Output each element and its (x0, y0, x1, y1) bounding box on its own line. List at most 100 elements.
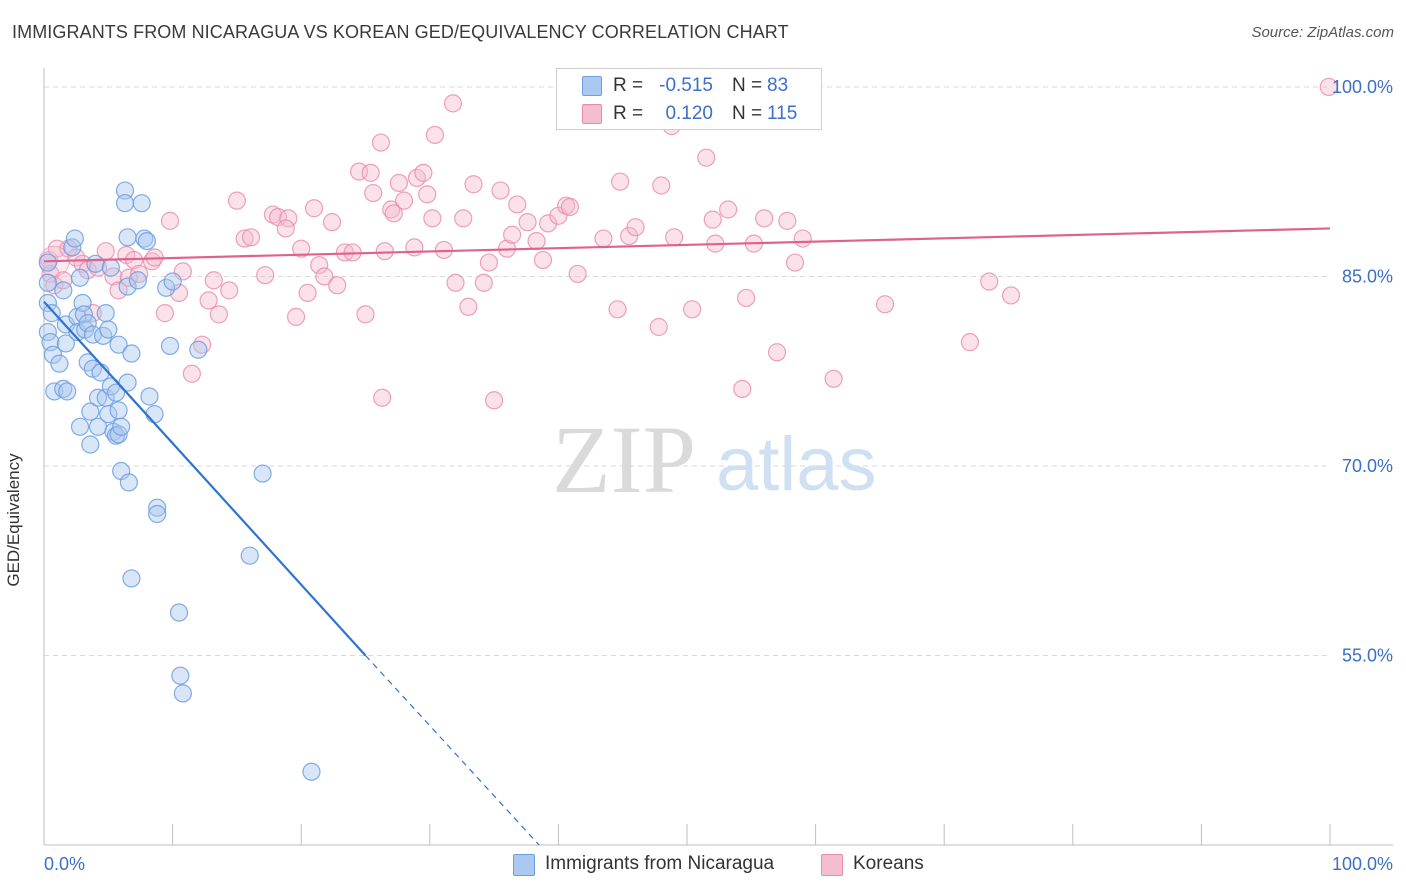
series-legend: Immigrants from Nicaragua Koreans (0, 852, 1406, 878)
koreans-point (454, 209, 473, 228)
koreans-point (322, 213, 342, 232)
koreans-point (697, 148, 716, 167)
legend-swatch-pink (582, 104, 602, 124)
koreans-point (155, 304, 174, 323)
koreans-point (209, 305, 228, 324)
legend-r-label: R = (613, 75, 644, 96)
koreans-point (286, 307, 306, 326)
koreans-point (235, 229, 254, 248)
koreans-point (980, 272, 999, 291)
y-tick-labels: 55.0% 70.0% 85.0% 100.0% (1332, 77, 1393, 666)
koreans-point (423, 209, 442, 228)
nicaragua-point (171, 666, 190, 685)
nicaragua-point (302, 762, 321, 781)
koreans-point (315, 267, 334, 286)
koreans-point (626, 218, 645, 237)
koreans-point (611, 172, 630, 191)
koreans-point (328, 276, 347, 295)
nicaragua-point (140, 387, 159, 406)
koreans-point (683, 300, 702, 319)
koreans-point (539, 214, 558, 233)
nicaragua-point (38, 253, 57, 272)
koreans-point (474, 273, 493, 292)
x-ticks (43, 824, 1331, 845)
nicaragua-point (118, 228, 137, 247)
legend-r-label: R = (613, 103, 644, 124)
legend-swatch-blue (513, 854, 535, 876)
nicaragua-point (118, 373, 137, 392)
koreans-point (204, 271, 223, 290)
legend-label-koreans: Koreans (853, 853, 924, 874)
nicaragua-point (128, 271, 147, 290)
nicaragua-point (132, 194, 151, 213)
koreans-point (594, 229, 613, 248)
koreans-point (405, 238, 424, 257)
nicaragua-point (58, 382, 77, 401)
nicaragua-point (106, 383, 126, 402)
koreans-point (1001, 286, 1021, 305)
legend-swatch-pink (821, 854, 843, 876)
nicaragua-trend-extension (365, 655, 540, 846)
koreans-point (459, 297, 478, 316)
koreans-point (665, 228, 684, 247)
watermark: ZIP atlas (552, 406, 877, 513)
y-tick-label: 55.0% (1342, 645, 1393, 665)
y-tick-label: 100.0% (1332, 77, 1393, 97)
gridlines (44, 86, 1330, 656)
koreans-point (491, 181, 510, 200)
legend-row-nicaragua: R = -0.515 N = 83 (557, 73, 821, 99)
stats-legend: R = -0.515 N = 83 R = 0.120 N = 115 (556, 68, 822, 130)
nicaragua-point (148, 498, 167, 517)
nicaragua-point (54, 281, 73, 300)
nicaragua-point (99, 405, 118, 424)
koreans-point (649, 317, 668, 337)
koreans-point (292, 239, 311, 258)
legend-n-value: 83 (767, 75, 789, 96)
koreans-point (394, 191, 414, 210)
nicaragua-trend-line (43, 300, 367, 657)
nicaragua-point (78, 314, 97, 333)
koreans-point (160, 211, 180, 230)
legend-row-koreans: R = 0.120 N = 115 (557, 101, 821, 127)
legend-r-value: 0.120 (665, 103, 713, 124)
koreans-point (356, 305, 375, 324)
koreans-point (755, 209, 774, 228)
watermark-atlas: atlas (716, 422, 877, 507)
koreans-point (276, 219, 295, 238)
nicaragua-point (169, 603, 189, 622)
koreans-point (182, 364, 201, 383)
nicaragua-point (119, 473, 138, 492)
koreans-point (824, 369, 843, 388)
koreans-point (503, 225, 522, 244)
nicaragua-point (122, 569, 141, 588)
legend-n-label: N = (732, 75, 763, 96)
nicaragua-point (163, 272, 182, 291)
koreans-point (485, 391, 504, 410)
koreans-point (263, 205, 283, 224)
nicaragua-point (81, 402, 100, 421)
watermark-zip: ZIP (552, 406, 696, 513)
x-tick-labels: 0.0% 100.0% (44, 854, 1393, 874)
koreans-point (652, 176, 671, 195)
koreans-point (464, 175, 483, 194)
legend-label-nicaragua: Immigrants from Nicaragua (545, 853, 775, 874)
nicaragua-point (99, 320, 118, 339)
nicaragua-point (145, 405, 164, 424)
nicaragua-point (189, 340, 208, 359)
nicaragua-point (135, 229, 154, 248)
axes (43, 68, 1393, 846)
nicaragua-point (109, 335, 128, 354)
source-credit: Source: ZipAtlas.com (1251, 24, 1394, 41)
x-tick-label: 0.0% (44, 854, 85, 874)
koreans-point (373, 388, 392, 407)
koreans-point (443, 94, 463, 113)
nicaragua-point (86, 254, 105, 273)
koreans-point (767, 343, 787, 362)
nicaragua-point (65, 229, 84, 248)
nicaragua-point (115, 194, 135, 213)
nicaragua-point (112, 417, 131, 436)
koreans-point (785, 253, 805, 272)
nicaragua-point (81, 435, 100, 454)
koreans-point (527, 231, 546, 251)
nicaragua-point (173, 684, 192, 703)
